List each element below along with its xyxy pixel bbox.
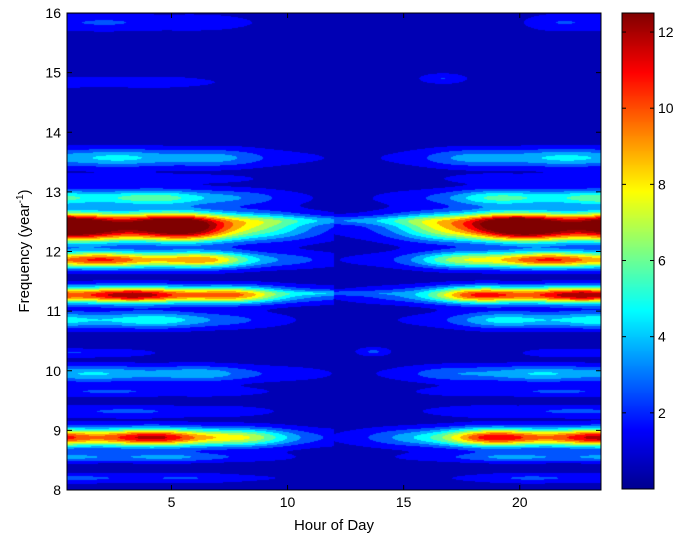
- colorbar-tick-label: 6: [658, 253, 666, 269]
- y-tick-label: 9: [53, 422, 61, 438]
- y-axis-label: Frequency (year-1): [15, 189, 33, 312]
- y-tick-label: 13: [45, 184, 61, 200]
- x-tick-label: 15: [396, 494, 412, 510]
- colorbar-tick-label: 8: [658, 176, 666, 192]
- x-tick-label: 5: [168, 494, 176, 510]
- colorbar-tick-label: 12: [658, 24, 674, 40]
- heatmap-image: [67, 13, 601, 490]
- x-axis-label: Hour of Day: [294, 517, 375, 534]
- x-tick-label: 20: [512, 494, 528, 510]
- x-axis: 5 10 15 20: [168, 13, 528, 510]
- y-tick-label: 10: [45, 363, 61, 379]
- colorbar-gradient: [622, 13, 654, 489]
- y-tick-label: 14: [45, 124, 61, 140]
- colorbar-ticks: 2 4 6 8 10 12: [622, 24, 674, 421]
- y-tick-label: 15: [45, 65, 61, 81]
- plot-area: 5 10 15 20 8 9 10 11 12 13 14 15 16: [45, 5, 602, 510]
- y-tick-label: 11: [46, 303, 61, 319]
- colorbar-tick-label: 2: [658, 405, 666, 421]
- y-tick-label: 12: [45, 244, 61, 260]
- y-axis-label-superscript: -1: [15, 194, 26, 203]
- colorbar-tick-label: 4: [658, 329, 666, 345]
- y-axis: 8 9 10 11 12 13 14 15 16: [45, 5, 601, 498]
- colorbar-tick-label: 10: [658, 100, 674, 116]
- colorbar: 2 4 6 8 10 12: [621, 12, 674, 490]
- x-tick-label: 10: [280, 494, 296, 510]
- y-tick-label: 8: [53, 482, 61, 498]
- colorbar-frame: [621, 12, 655, 490]
- y-tick-label: 16: [45, 5, 61, 21]
